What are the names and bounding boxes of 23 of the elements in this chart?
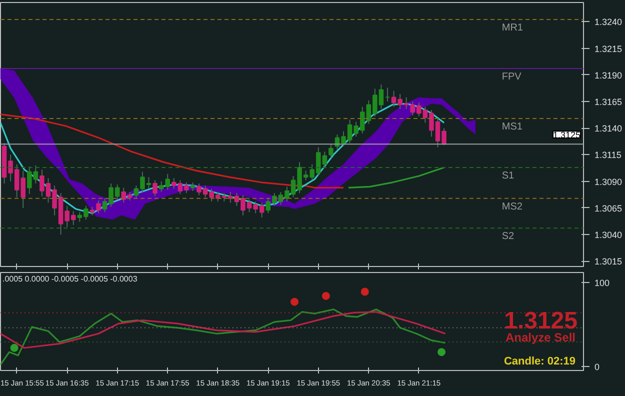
- ref-line-label: S1: [502, 170, 515, 182]
- y-tick-label: 1.3065: [594, 203, 622, 214]
- candlestick: [152, 180, 158, 197]
- y-tick-label: 1.3165: [594, 97, 622, 107]
- y-tick-label: 1.3240: [594, 17, 622, 28]
- ref-line-label: MS1: [502, 122, 523, 133]
- y-tick-label: 1.3115: [594, 150, 622, 160]
- y-tick-label: 100: [594, 278, 610, 288]
- ref-line-label: MS2: [502, 201, 523, 212]
- ref-line-label: MR1: [502, 22, 524, 34]
- y-tick-label: 1.3015: [594, 256, 622, 267]
- ref-line-label: S2: [502, 231, 515, 242]
- y-tick-label: 1.3140: [594, 124, 622, 134]
- annotation: Candle: 02:19: [504, 356, 576, 368]
- y-tick-label: 0: [594, 362, 600, 372]
- candlestick: [328, 144, 334, 158]
- annotation: Analyze Sell: [505, 330, 576, 344]
- y-tick-label: 1.3190: [594, 70, 622, 80]
- ref-line-label: FPV: [502, 72, 522, 82]
- annotation: .0005 0.0000 -0.0005 -0.0005 -0.0003: [2, 274, 138, 284]
- y-tick-label: 1.3215: [594, 44, 622, 54]
- y-tick-label: 1.3040: [594, 230, 622, 240]
- y-tick-label: 1.3090: [594, 176, 622, 187]
